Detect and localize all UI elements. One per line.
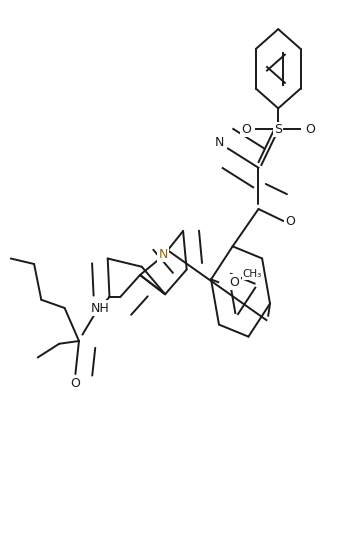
Text: N: N bbox=[214, 136, 224, 150]
Text: O: O bbox=[285, 214, 295, 228]
Text: NH: NH bbox=[91, 301, 110, 315]
Text: CH₃: CH₃ bbox=[243, 269, 262, 279]
Text: N: N bbox=[159, 248, 168, 261]
Text: O: O bbox=[70, 377, 80, 390]
Text: O: O bbox=[229, 276, 239, 289]
Text: S: S bbox=[274, 123, 282, 136]
Text: O: O bbox=[241, 123, 251, 136]
Text: O: O bbox=[306, 123, 316, 136]
